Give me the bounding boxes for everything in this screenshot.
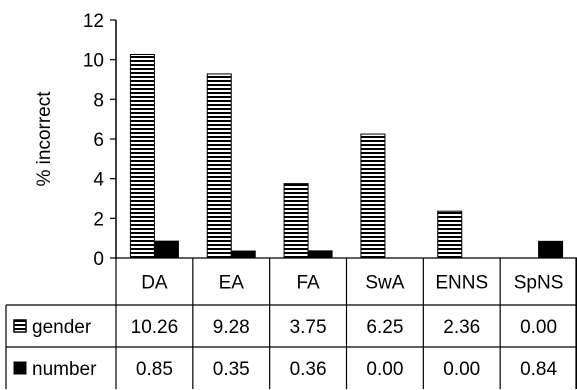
data-label-gender: 2.36 (443, 317, 480, 338)
category-label: SpNS (514, 273, 564, 294)
y-axis-ticks: 0 2 4 6 8 10 12 (83, 11, 116, 270)
y-tick-label: 10 (83, 51, 104, 72)
bar-number-fa (308, 251, 332, 258)
bar-gender-enns (438, 211, 462, 258)
legend-key-number (14, 362, 26, 374)
category-label: EA (219, 273, 245, 294)
category-label: SwA (365, 273, 404, 294)
category-label: FA (296, 273, 320, 294)
data-label-gender: 0.00 (520, 317, 557, 338)
legend-label-gender: gender (32, 317, 92, 338)
y-axis-label: % incorrect (34, 91, 55, 187)
bar-number-da (154, 241, 178, 258)
data-label-number: 0.00 (366, 359, 403, 380)
bar-number-ea (231, 251, 255, 258)
y-tick-label: 2 (93, 209, 104, 230)
legend-key-gender (14, 320, 26, 332)
data-label-number: 0.00 (443, 359, 480, 380)
bar-gender-swa (361, 134, 385, 258)
y-tick-label: 6 (93, 130, 104, 151)
data-label-gender: 9.28 (213, 317, 250, 338)
bar-gender-da (130, 55, 154, 258)
y-tick-label: 12 (83, 11, 104, 32)
bar-gender-ea (207, 74, 231, 258)
data-label-gender: 3.75 (290, 317, 327, 338)
y-tick-label: 8 (93, 90, 104, 111)
data-label-number: 0.36 (290, 359, 327, 380)
y-tick-label: 4 (93, 170, 104, 191)
data-table: DA EA FA SwA ENNS SpNS gender 10.26 9.28 3.75 6.25… (6, 258, 577, 389)
category-label: ENNS (435, 273, 488, 294)
data-label-number: 0.35 (213, 359, 250, 380)
bars (130, 55, 562, 258)
category-label: DA (141, 273, 168, 294)
data-label-gender: 10.26 (131, 317, 179, 338)
data-label-number: 0.85 (136, 359, 173, 380)
bar-number-spns (539, 241, 563, 258)
data-label-gender: 6.25 (366, 317, 403, 338)
legend-label-number: number (32, 359, 97, 380)
data-label-number: 0.84 (520, 359, 557, 380)
y-tick-label: 0 (93, 249, 104, 270)
bar-gender-fa (284, 184, 308, 258)
